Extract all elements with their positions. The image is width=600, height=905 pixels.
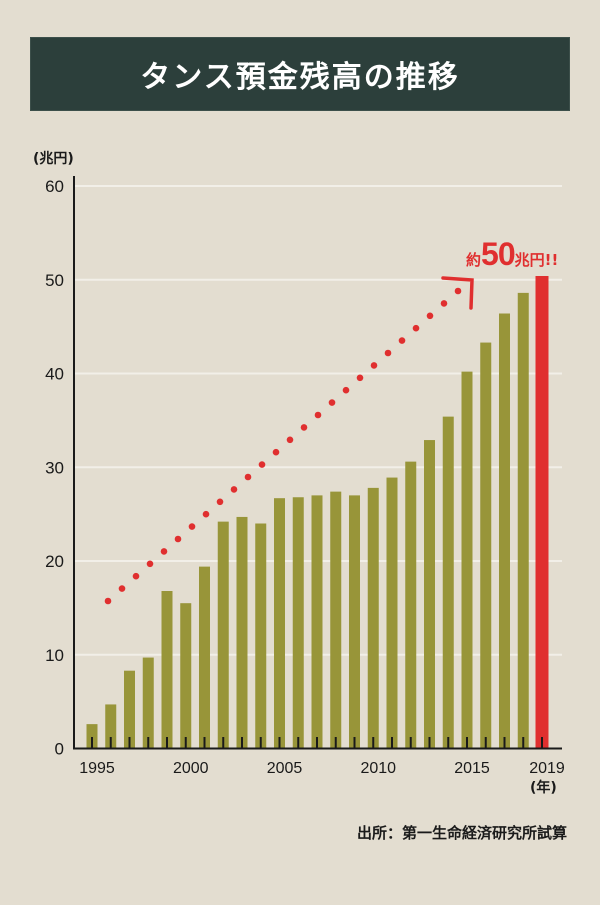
- trend-dot: [356, 374, 364, 382]
- trend-dot: [398, 337, 406, 344]
- trend-dot: [132, 572, 140, 580]
- title-banner: タンス預金残高の推移: [31, 38, 569, 110]
- trend-dot: [300, 424, 308, 431]
- trend-dot: [188, 523, 196, 530]
- trend-dot: [216, 498, 224, 506]
- trend-dot: [314, 411, 322, 419]
- bar-1998: [142, 657, 154, 749]
- x-tick-label: 2019: [529, 760, 565, 777]
- y-tick-label: 40: [45, 365, 64, 384]
- y-tick-label: 20: [45, 552, 64, 571]
- bar-2014: [442, 416, 454, 749]
- y-tick-label: 60: [45, 177, 64, 196]
- bar-2010: [367, 487, 379, 749]
- bar-highlight-2019: [535, 276, 549, 749]
- bar-1999: [161, 591, 173, 749]
- bar-2016: [480, 342, 492, 749]
- trend-dot: [440, 300, 448, 307]
- x-tick-label: 2005: [267, 760, 303, 777]
- bar-2002: [217, 521, 229, 749]
- bar-2004: [255, 523, 267, 749]
- trend-dot: [454, 287, 462, 295]
- trend-dot: [230, 486, 238, 493]
- x-tick-label: 2015: [454, 760, 490, 777]
- trend-dot: [104, 597, 112, 605]
- trend-arrow-head: [441, 276, 474, 310]
- annotation-suffix: 兆円!!: [514, 251, 559, 269]
- trend-dot: [174, 535, 182, 543]
- bar-2009: [349, 495, 360, 749]
- bar-2015: [461, 371, 473, 749]
- trend-dot: [258, 461, 266, 468]
- x-tick-label: 1995: [79, 760, 115, 777]
- bar-1996: [105, 704, 117, 749]
- trend-dot: [342, 386, 350, 394]
- bar-2000: [180, 603, 192, 749]
- x-tick-marks: [91, 737, 543, 749]
- trend-dot: [160, 548, 168, 555]
- bar-2007: [311, 495, 323, 749]
- bars: [86, 276, 549, 749]
- trend-dot: [202, 510, 210, 518]
- bar-2012: [405, 461, 417, 749]
- trend-dot: [328, 399, 336, 406]
- trend-dot: [244, 473, 252, 481]
- chart-title: タンス預金残高の推移: [140, 60, 460, 95]
- y-tick-label: 10: [45, 646, 64, 665]
- bar-2008: [330, 491, 342, 749]
- bar-2011: [386, 477, 398, 749]
- x-tick-labels: 1995 2000 2005 2010 2015 2019: [79, 760, 565, 777]
- y-tick-label: 50: [45, 271, 64, 290]
- bar-2018: [517, 292, 529, 749]
- x-tick-label: 2010: [360, 760, 396, 777]
- peak-annotation: 約50兆円!!: [466, 236, 558, 273]
- y-tick-labels: 0 10 20 30 40 50 60: [45, 177, 64, 759]
- source-note: 出所：第一生命経済研究所試算: [356, 824, 567, 842]
- trend-dot: [426, 312, 434, 320]
- trend-dot: [146, 560, 154, 568]
- bar-1997: [124, 670, 135, 749]
- trend-dot: [412, 324, 420, 332]
- bar-1995: [86, 724, 98, 749]
- y-tick-label: 30: [45, 458, 64, 477]
- annotation-prefix: 約: [466, 251, 482, 269]
- trend-dot: [370, 362, 378, 369]
- bar-2017: [499, 313, 510, 749]
- trend-dot: [384, 349, 392, 357]
- bar-2005: [274, 498, 285, 749]
- x-axis-unit-label: (年): [530, 780, 557, 796]
- y-axis-unit-label: (兆円): [33, 151, 74, 167]
- annotation-number: 50: [481, 236, 516, 272]
- y-tick-label: 0: [55, 740, 64, 759]
- trend-dot: [286, 436, 294, 444]
- trend-dot: [272, 448, 280, 456]
- bar-2013: [424, 440, 435, 749]
- bar-2003: [236, 516, 248, 749]
- x-tick-label: 2000: [173, 760, 209, 777]
- bar-2001: [199, 566, 210, 749]
- bar-2006: [292, 497, 304, 749]
- trend-dot: [118, 585, 126, 592]
- trend-dots: [104, 287, 462, 605]
